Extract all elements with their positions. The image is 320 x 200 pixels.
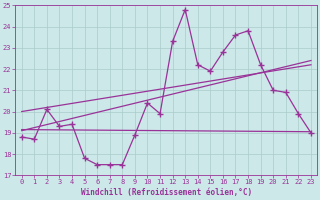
X-axis label: Windchill (Refroidissement éolien,°C): Windchill (Refroidissement éolien,°C) xyxy=(81,188,252,197)
